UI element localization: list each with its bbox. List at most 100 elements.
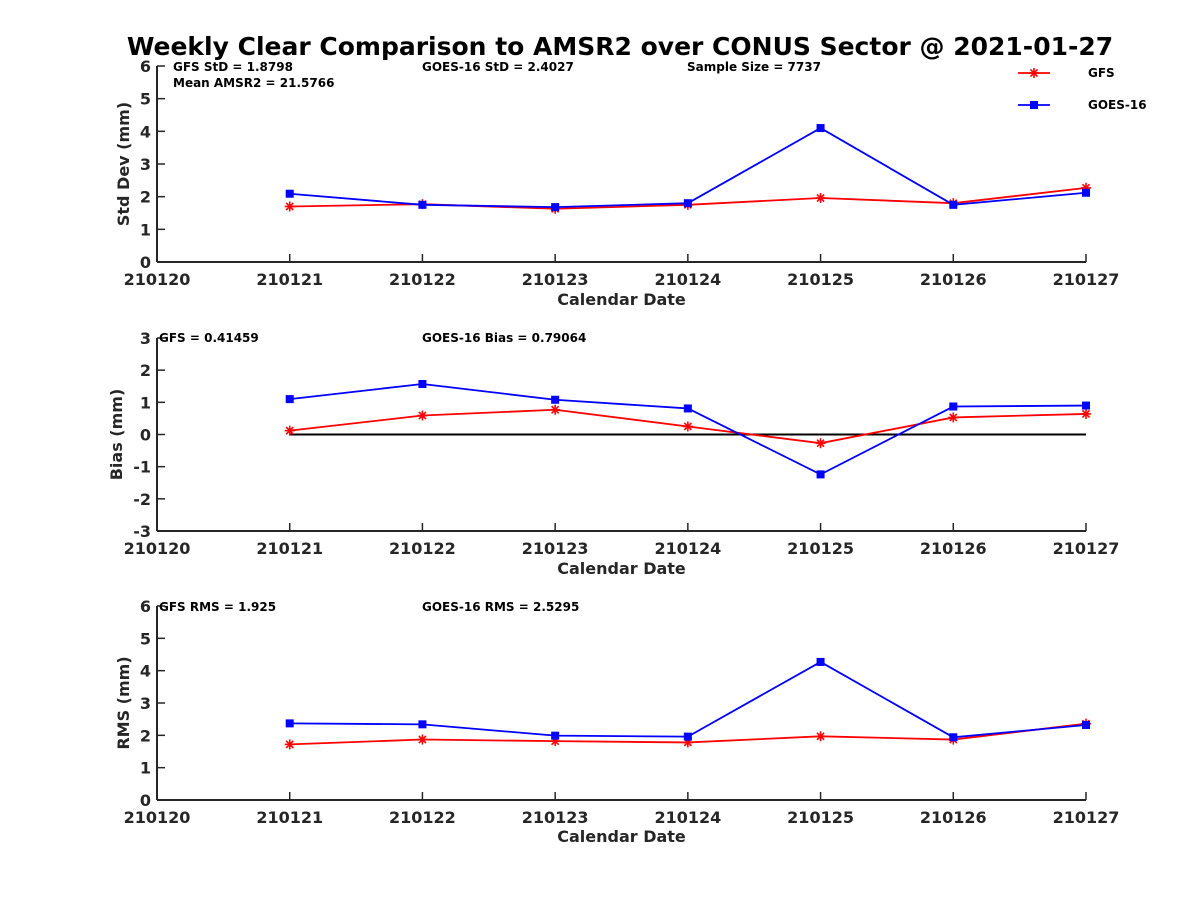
- y-tick-label: -1: [133, 458, 151, 477]
- y-tick-label: 1: [140, 759, 151, 778]
- y-tick-label: 2: [140, 726, 151, 745]
- legend-label: GOES-16: [1088, 98, 1147, 112]
- data-point-goes16: [949, 733, 958, 742]
- data-point-goes16: [285, 395, 294, 404]
- y-tick-label: 4: [140, 122, 151, 141]
- data-point-goes16: [285, 189, 294, 198]
- stat-annotation-goes: GOES-16 RMS = 2.5295: [422, 600, 579, 614]
- data-point-goes16: [418, 200, 427, 209]
- data-point-goes16: [285, 719, 294, 728]
- data-point-goes16: [551, 203, 560, 212]
- x-tick-label: 210123: [522, 539, 589, 558]
- panel-1: 0 1 2 3 4 5 6 210120 210121 210122 210123 210124 210…: [114, 57, 1119, 309]
- x-tick-label: 210122: [389, 270, 456, 289]
- data-point-gfs: [284, 425, 295, 436]
- data-point-gfs: [815, 731, 826, 742]
- x-tick-label: 210120: [124, 539, 191, 558]
- y-tick-label: 5: [140, 629, 151, 648]
- x-tick-label: 210121: [256, 270, 323, 289]
- data-point-gfs: [417, 734, 428, 745]
- data-point-gfs: [284, 739, 295, 750]
- data-point-goes16: [949, 402, 958, 411]
- x-tick-label: 210125: [787, 808, 854, 827]
- y-tick-label: 0: [140, 791, 151, 810]
- y-axis-label: RMS (mm): [114, 656, 133, 749]
- legend-marker-goes16: [1030, 101, 1038, 109]
- data-point-goes16: [418, 379, 427, 388]
- data-point-gfs: [550, 404, 561, 415]
- x-tick-label: 210124: [654, 539, 721, 558]
- data-point-gfs: [1081, 408, 1091, 419]
- y-axis-label: Bias (mm): [107, 389, 126, 481]
- panel-2: -3 -2 -1 0 1 2 3 210120 210121 210122 210123 210124…: [107, 329, 1119, 578]
- y-axis-label: Std Dev (mm): [114, 102, 133, 226]
- stat-annotation-gfs: GFS RMS = 1.925: [159, 600, 276, 614]
- stat-annotation-sample: Sample Size = 7737: [687, 60, 821, 74]
- data-point-goes16: [683, 199, 692, 208]
- y-tick-label: 5: [140, 90, 151, 109]
- data-point-goes16: [551, 731, 560, 740]
- panel-3: 0 1 2 3 4 5 6 210120 210121 210122 210123 210124 210…: [114, 597, 1119, 846]
- y-tick-label: 2: [140, 188, 151, 207]
- x-tick-label: 210123: [522, 270, 589, 289]
- x-tick-label: 210124: [654, 270, 721, 289]
- stat-annotation-mean: Mean AMSR2 = 21.5766: [173, 76, 334, 90]
- data-point-gfs: [815, 192, 826, 203]
- y-tick-label: 3: [140, 155, 151, 174]
- x-tick-label: 210127: [1053, 539, 1120, 558]
- data-point-goes16: [683, 732, 692, 741]
- y-tick-label: -2: [133, 490, 151, 509]
- legend: GFS GOES-16: [1018, 66, 1147, 112]
- data-point-gfs: [417, 410, 428, 421]
- data-point-goes16: [1082, 401, 1090, 410]
- x-tick-label: 210121: [256, 808, 323, 827]
- data-point-gfs: [948, 412, 959, 423]
- data-point-goes16: [1082, 188, 1090, 197]
- data-point-gfs: [682, 421, 693, 432]
- series-line-goes16: [289, 127, 1087, 209]
- data-point-goes16: [418, 720, 427, 729]
- x-axis-label: Calendar Date: [557, 290, 686, 309]
- x-tick-label: 210123: [522, 808, 589, 827]
- legend-entry: GOES-16: [1018, 98, 1147, 112]
- y-tick-label: 1: [140, 220, 151, 239]
- stat-annotation-goes: GOES-16 StD = 2.4027: [422, 60, 574, 74]
- y-tick-label: 0: [140, 426, 151, 445]
- x-tick-label: 210125: [787, 539, 854, 558]
- series-line-goes16: [289, 660, 1087, 739]
- y-tick-label: 3: [140, 329, 151, 348]
- y-tick-label: 6: [140, 597, 151, 616]
- stat-annotation-gfs: GFS StD = 1.8798: [173, 60, 293, 74]
- x-axis-label: Calendar Date: [557, 827, 686, 846]
- stat-annotation-gfs: GFS = 0.41459: [159, 331, 259, 345]
- data-point-goes16: [1082, 720, 1090, 729]
- x-tick-label: 210120: [124, 270, 191, 289]
- x-tick-label: 210127: [1053, 808, 1120, 827]
- stat-annotation-goes: GOES-16 Bias = 0.79064: [422, 331, 586, 345]
- x-tick-label: 210127: [1053, 270, 1120, 289]
- y-tick-label: 3: [140, 694, 151, 713]
- y-tick-label: 0: [140, 253, 151, 272]
- data-point-goes16: [551, 395, 560, 404]
- data-point-goes16: [816, 124, 825, 133]
- x-tick-label: 210125: [787, 270, 854, 289]
- data-point-goes16: [816, 657, 825, 666]
- x-tick-label: 210122: [389, 808, 456, 827]
- data-point-goes16: [816, 470, 825, 479]
- data-point-gfs: [284, 201, 295, 212]
- x-tick-label: 210121: [256, 539, 323, 558]
- y-tick-label: 2: [140, 361, 151, 380]
- data-point-goes16: [949, 200, 958, 209]
- x-tick-label: 210126: [920, 539, 987, 558]
- data-point-gfs: [815, 438, 826, 449]
- x-tick-label: 210126: [920, 270, 987, 289]
- y-tick-label: 4: [140, 662, 151, 681]
- x-tick-label: 210122: [389, 539, 456, 558]
- y-tick-label: 1: [140, 393, 151, 412]
- legend-label: GFS: [1088, 66, 1115, 80]
- legend-entry: GFS: [1018, 66, 1115, 80]
- data-point-goes16: [683, 404, 692, 413]
- x-axis-label: Calendar Date: [557, 559, 686, 578]
